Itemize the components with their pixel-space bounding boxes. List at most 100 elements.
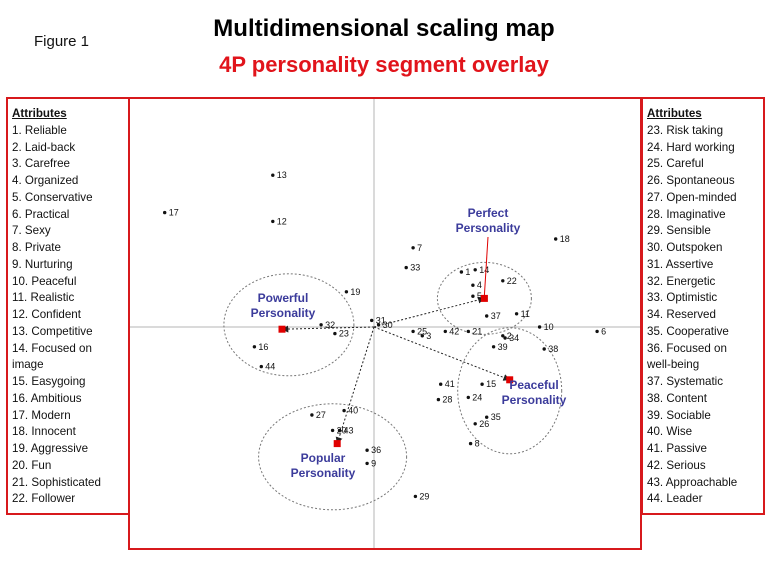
data-point bbox=[420, 334, 424, 338]
data-point-label: 44 bbox=[265, 362, 275, 372]
data-point-label: 7 bbox=[417, 243, 422, 253]
data-point-label: 9 bbox=[371, 458, 376, 468]
data-point-label: 14 bbox=[479, 265, 489, 275]
chart-subtitle: 4P personality segment overlay bbox=[219, 52, 549, 77]
data-point-label: 20 bbox=[337, 425, 347, 435]
segment-label: Personality bbox=[291, 466, 356, 480]
data-point bbox=[259, 364, 263, 369]
segment-label: Powerful bbox=[258, 291, 309, 305]
data-point bbox=[411, 329, 415, 334]
data-point bbox=[491, 345, 496, 349]
data-point bbox=[404, 265, 408, 270]
data-point bbox=[319, 323, 323, 327]
attribute-item: 34. Reserved bbox=[647, 308, 716, 321]
attribute-item: 19. Aggressive bbox=[12, 442, 89, 455]
data-point bbox=[413, 494, 418, 499]
data-point-label: 3 bbox=[426, 331, 431, 341]
data-point-label: 8 bbox=[475, 439, 480, 449]
data-point-label: 26 bbox=[479, 419, 489, 429]
data-point bbox=[370, 318, 374, 323]
data-point bbox=[503, 336, 507, 340]
data-point bbox=[310, 413, 314, 417]
attribute-item: 5. Conservative bbox=[12, 190, 93, 204]
data-point bbox=[376, 323, 381, 327]
attribute-item: 9. Nurturing bbox=[12, 257, 73, 271]
data-point bbox=[439, 382, 443, 386]
data-point bbox=[485, 314, 489, 318]
attribute-item: 24. Hard working bbox=[647, 140, 735, 154]
attribute-item: 28. Imaginative bbox=[647, 207, 726, 221]
attribute-item: 15. Easygoing bbox=[12, 375, 86, 388]
data-point bbox=[542, 347, 546, 351]
data-point-label: 1 bbox=[465, 267, 470, 277]
attribute-item: 4. Organized bbox=[12, 174, 79, 187]
attribute-item: 18. Innocent bbox=[12, 425, 76, 439]
attribute-item: 42. Serious bbox=[647, 458, 706, 472]
attribute-item: 26. Spontaneous bbox=[647, 174, 735, 187]
attribute-item: 13. Competitive bbox=[12, 324, 93, 338]
attribute-item: 1. Reliable bbox=[12, 123, 67, 137]
attribute-item: 16. Ambitious bbox=[12, 391, 82, 405]
data-point bbox=[443, 329, 447, 334]
data-point bbox=[271, 173, 275, 177]
right-attributes-heading: Attributes bbox=[647, 107, 702, 120]
data-point bbox=[501, 334, 505, 338]
attribute-item: 22. Follower bbox=[12, 492, 76, 506]
data-point bbox=[485, 415, 489, 419]
segment-label: Personality bbox=[502, 393, 567, 407]
attribute-item: 36. Focused on bbox=[647, 341, 727, 355]
attribute-item: 32. Energetic bbox=[647, 274, 716, 288]
attribute-item: 33. Optimistic bbox=[647, 291, 718, 305]
segment-label: Perfect bbox=[468, 206, 509, 220]
attribute-item: 8. Private bbox=[12, 241, 61, 254]
data-point-label: 25 bbox=[417, 326, 427, 336]
data-point-label: 36 bbox=[371, 445, 381, 455]
segment-label: Personality bbox=[456, 221, 521, 235]
attribute-item: 44. Leader bbox=[647, 492, 703, 506]
segment-centroid-marker bbox=[278, 325, 286, 333]
left-attributes-heading: Attributes bbox=[12, 107, 67, 120]
data-point bbox=[514, 312, 519, 316]
attribute-item: 39. Sociable bbox=[647, 408, 711, 422]
data-point-label: 13 bbox=[277, 170, 287, 180]
segment-arrow bbox=[335, 326, 375, 445]
data-point bbox=[480, 382, 484, 386]
attribute-item: 29. Sensible bbox=[647, 224, 711, 238]
data-point bbox=[537, 325, 542, 329]
attribute-item: 37. Systematic bbox=[647, 375, 724, 388]
segment-ellipse bbox=[436, 261, 532, 335]
data-point bbox=[471, 283, 475, 287]
data-point-label: 22 bbox=[507, 276, 517, 286]
data-point bbox=[342, 408, 346, 413]
attribute-item: 2. Laid-back bbox=[12, 140, 76, 154]
chart-title: Multidimensional scaling map bbox=[213, 15, 555, 42]
segment-label: Peaceful bbox=[509, 378, 558, 392]
data-point bbox=[333, 331, 337, 336]
attribute-item: 38. Content bbox=[647, 391, 707, 405]
data-point bbox=[466, 395, 470, 400]
data-point-label: 42 bbox=[449, 326, 459, 336]
data-point bbox=[466, 329, 470, 334]
data-point-label: 15 bbox=[486, 379, 496, 389]
data-point-label: 19 bbox=[350, 287, 360, 297]
data-point-label: 18 bbox=[560, 234, 570, 244]
segment-label: Personality bbox=[251, 306, 316, 320]
data-point-label: 16 bbox=[258, 342, 268, 352]
data-point bbox=[471, 294, 475, 298]
segment-arrow bbox=[373, 326, 511, 381]
data-point-label: 41 bbox=[445, 379, 455, 389]
data-point bbox=[501, 279, 505, 283]
data-point bbox=[468, 441, 473, 446]
segment-centroid-marker bbox=[333, 440, 341, 448]
data-point-label: 4 bbox=[477, 280, 482, 290]
data-point-label: 37 bbox=[491, 311, 501, 321]
data-point-label: 39 bbox=[498, 342, 508, 352]
plot-panel: 1 2 3 4 5 6 7 8 9 10 11 12 13 14 15 16 17 18 19 20 21 22 23 24 2… bbox=[128, 97, 642, 550]
attribute-item: 11. Realistic bbox=[12, 291, 75, 305]
attribute-item: 20. Fun bbox=[12, 458, 52, 472]
attribute-item: 6. Practical bbox=[12, 207, 70, 221]
data-point-label: 27 bbox=[316, 410, 326, 420]
data-point-label: 28 bbox=[442, 395, 452, 405]
right-attributes-panel: Attributes 23. Risk taking 24. Hard worki… bbox=[641, 97, 765, 515]
attribute-item: 25. Careful bbox=[647, 157, 704, 171]
